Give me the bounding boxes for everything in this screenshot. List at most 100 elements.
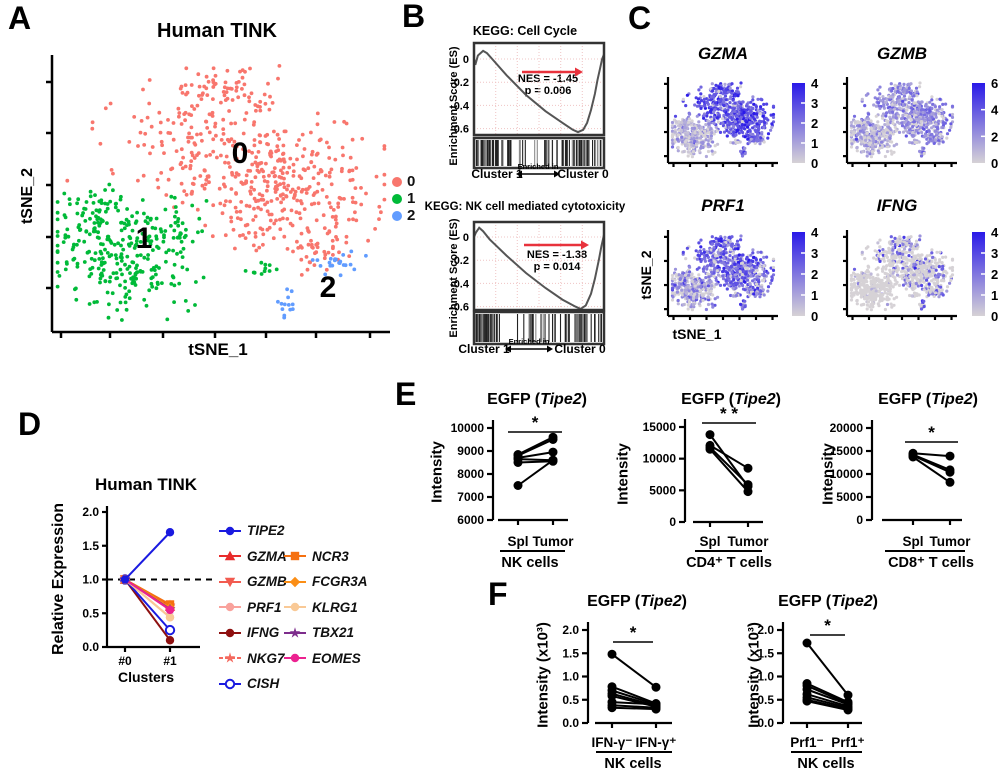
- gene-legend-label: EOMES: [312, 650, 361, 666]
- panel-d-axes: [102, 506, 200, 652]
- svg-text:4: 4: [991, 103, 999, 118]
- gene-legend-item: KLRG1: [283, 599, 358, 616]
- feature-axes: [664, 77, 778, 167]
- panel-a-label: A: [8, 0, 32, 36]
- gsea2-title: KEGG: NK cell mediated cytotoxicity: [424, 201, 626, 213]
- panel-b-label: B: [402, 0, 426, 34]
- gene-legend-item: GZMB: [218, 573, 287, 590]
- cluster-legend-item: 1: [392, 190, 415, 207]
- svg-text:4: 4: [811, 225, 819, 240]
- svg-text:6: 6: [991, 76, 998, 91]
- paired-data: [705, 430, 753, 497]
- panel-d-label: D: [18, 406, 42, 442]
- gene-legend-item: TBX21: [283, 624, 354, 641]
- paired-axes: [487, 420, 568, 525]
- svg-text:0: 0: [463, 232, 469, 244]
- tsne-points: [55, 64, 387, 322]
- paired-axes: [866, 420, 962, 525]
- svg-text:-0.2: -0.2: [450, 255, 469, 267]
- gene-legend-item: PRF1: [218, 599, 282, 616]
- gene-legend-marker: [284, 653, 306, 663]
- feature-title-gzmb: GZMB: [876, 44, 928, 63]
- svg-text:-0.4: -0.4: [450, 100, 470, 112]
- gene-legend-item: NCR3: [283, 548, 349, 565]
- gene-legend-label: TBX21: [312, 625, 355, 640]
- gene-legend-item: NKG7: [218, 650, 285, 667]
- gene-legend-label: PRF1: [247, 599, 282, 615]
- gene-legend-item: CISH: [218, 675, 279, 692]
- egfp-prf1-title: EGFP (Tipe2): [778, 593, 878, 610]
- feature-colorbar: [972, 83, 985, 163]
- panel-e: E EGFP (Tipe2) EGFP (Tipe2) EGFP (Tipe2)…: [390, 360, 1005, 575]
- gene-legend-item: TIPE2: [218, 522, 285, 539]
- svg-text:0: 0: [811, 156, 818, 171]
- paired-data: [908, 448, 955, 487]
- svg-text:0: 0: [232, 137, 249, 170]
- gsea2-pvalue: p = 0.014: [533, 260, 581, 273]
- svg-text:0: 0: [463, 54, 469, 66]
- gsea-plots: 0 -0.2 -0.4 -0.6 Cluster 1 Cluster 0Enriched …: [450, 41, 609, 356]
- svg-text:Cluster 0: Cluster 0: [557, 167, 609, 181]
- panel-c-xlabel: tSNE_1: [672, 326, 722, 342]
- feature-axes: [843, 77, 957, 167]
- paired-axes: [582, 622, 672, 728]
- enriched-in-row: Cluster 1 Cluster 0 Enriched in: [458, 337, 606, 356]
- gsea-frame: [472, 220, 606, 312]
- feature-points-IFNG: [849, 234, 955, 312]
- svg-text:2: 2: [811, 267, 818, 282]
- svg-text:3: 3: [811, 96, 818, 111]
- gsea2-nes: NES = -1.38: [526, 249, 588, 261]
- gsea-grid: [474, 43, 604, 135]
- svg-text:Enriched in: Enriched in: [518, 162, 559, 171]
- cluster-legend-item: 0: [392, 173, 415, 190]
- gsea-grid: [474, 222, 604, 310]
- svg-text:0: 0: [991, 156, 998, 171]
- gsea1-stats: NES = -1.45 p = 0.006: [512, 73, 584, 97]
- svg-text:2: 2: [811, 116, 818, 131]
- gene-legend-label: NCR3: [312, 548, 349, 564]
- cluster-legend-label: 2: [407, 207, 416, 224]
- egfp-ifng-title: EGFP (Tipe2): [587, 593, 687, 610]
- svg-text:1: 1: [811, 136, 818, 151]
- feature-points-GZMB: [849, 81, 955, 159]
- feature-points-PRF1: [670, 234, 776, 312]
- paired-data: [607, 649, 661, 714]
- gene-legend-marker: [284, 602, 306, 612]
- gene-legend-label: CISH: [247, 676, 280, 691]
- cluster-legend-item: 2: [392, 207, 415, 224]
- enrichment-curve: [473, 226, 605, 311]
- nes-direction-arrow: [524, 240, 589, 250]
- feature-title-ifng: IFNG: [876, 196, 918, 215]
- panel-a-xlabel: tSNE_1: [188, 340, 248, 359]
- gsea1-nes: NES = -1.45: [517, 73, 579, 85]
- gene-legend-label: TIPE2: [247, 523, 285, 538]
- svg-text:-0.6: -0.6: [450, 302, 469, 314]
- gene-legend-label: FCGR3A: [312, 574, 368, 589]
- gene-legend-item: IFNG: [218, 624, 279, 641]
- svg-text:-0.6: -0.6: [450, 124, 469, 136]
- gene-legend-label: GZMB: [247, 574, 287, 589]
- gene-legend-label: GZMA: [247, 548, 287, 564]
- gene-legend-item: EOMES: [283, 650, 361, 667]
- gene-legend-item: GZMA: [218, 548, 287, 565]
- feature-axes: [843, 230, 957, 320]
- gene-legend-marker: [284, 576, 306, 587]
- svg-text:3: 3: [811, 246, 818, 261]
- cluster-legend-dot: [392, 210, 402, 221]
- paired-data: [802, 638, 853, 715]
- feature-title-prf1: PRF1: [701, 196, 745, 215]
- cluster-legend-dot: [392, 176, 402, 187]
- paired-axes: [679, 419, 763, 527]
- paired-data: [513, 432, 558, 490]
- svg-text:-0.2: -0.2: [450, 77, 469, 89]
- panel-d: D Human TINK Relative Expression Cluster…: [0, 405, 400, 705]
- gene-legend-marker: [219, 577, 241, 587]
- gene-hit-barcode: [472, 310, 606, 346]
- paired-axes: [777, 622, 862, 728]
- gene-hit-barcode: [472, 136, 606, 170]
- gene-legend-marker: [219, 602, 241, 612]
